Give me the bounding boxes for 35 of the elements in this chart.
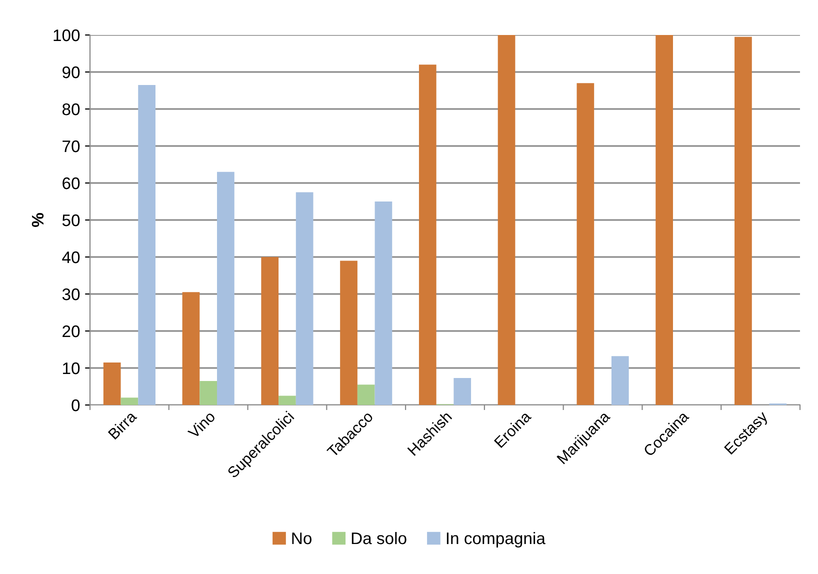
bar: [418, 64, 436, 405]
bar: [454, 378, 472, 405]
y-axis-title: %: [32, 213, 44, 227]
bar: [200, 380, 218, 405]
y-tick-label: 20: [62, 325, 80, 338]
legend-label: Da solo: [352, 532, 406, 544]
bar: [498, 35, 516, 405]
y-tick-label: 50: [62, 214, 80, 226]
bar: [656, 35, 673, 405]
bar: [261, 257, 279, 405]
bar: [120, 398, 138, 405]
bar: [217, 172, 234, 405]
bar: [340, 260, 358, 405]
y-tick-label: 40: [62, 251, 80, 264]
y-tick-label: 60: [62, 177, 80, 190]
legend-label: In compagnia: [446, 532, 546, 548]
legend-label: No: [292, 532, 312, 544]
bar: [278, 396, 296, 405]
bar: [182, 292, 200, 405]
y-tick-label: 0: [72, 399, 80, 412]
y-tick-label: 30: [62, 288, 80, 300]
y-tick-label: 10: [63, 362, 80, 374]
y-tick-label: 90: [62, 66, 80, 78]
bar: [357, 384, 375, 405]
y-tick-label: 70: [62, 140, 80, 152]
bar: [576, 83, 594, 405]
bar: [138, 84, 156, 405]
y-tick-label: 80: [62, 103, 80, 116]
bar: [734, 36, 752, 405]
x-tick-label: Vino: [186, 410, 216, 440]
bar: [374, 202, 392, 405]
bar: [296, 192, 314, 405]
bar: [103, 362, 121, 405]
bar: [611, 356, 629, 405]
y-tick-label: 100: [54, 29, 80, 42]
